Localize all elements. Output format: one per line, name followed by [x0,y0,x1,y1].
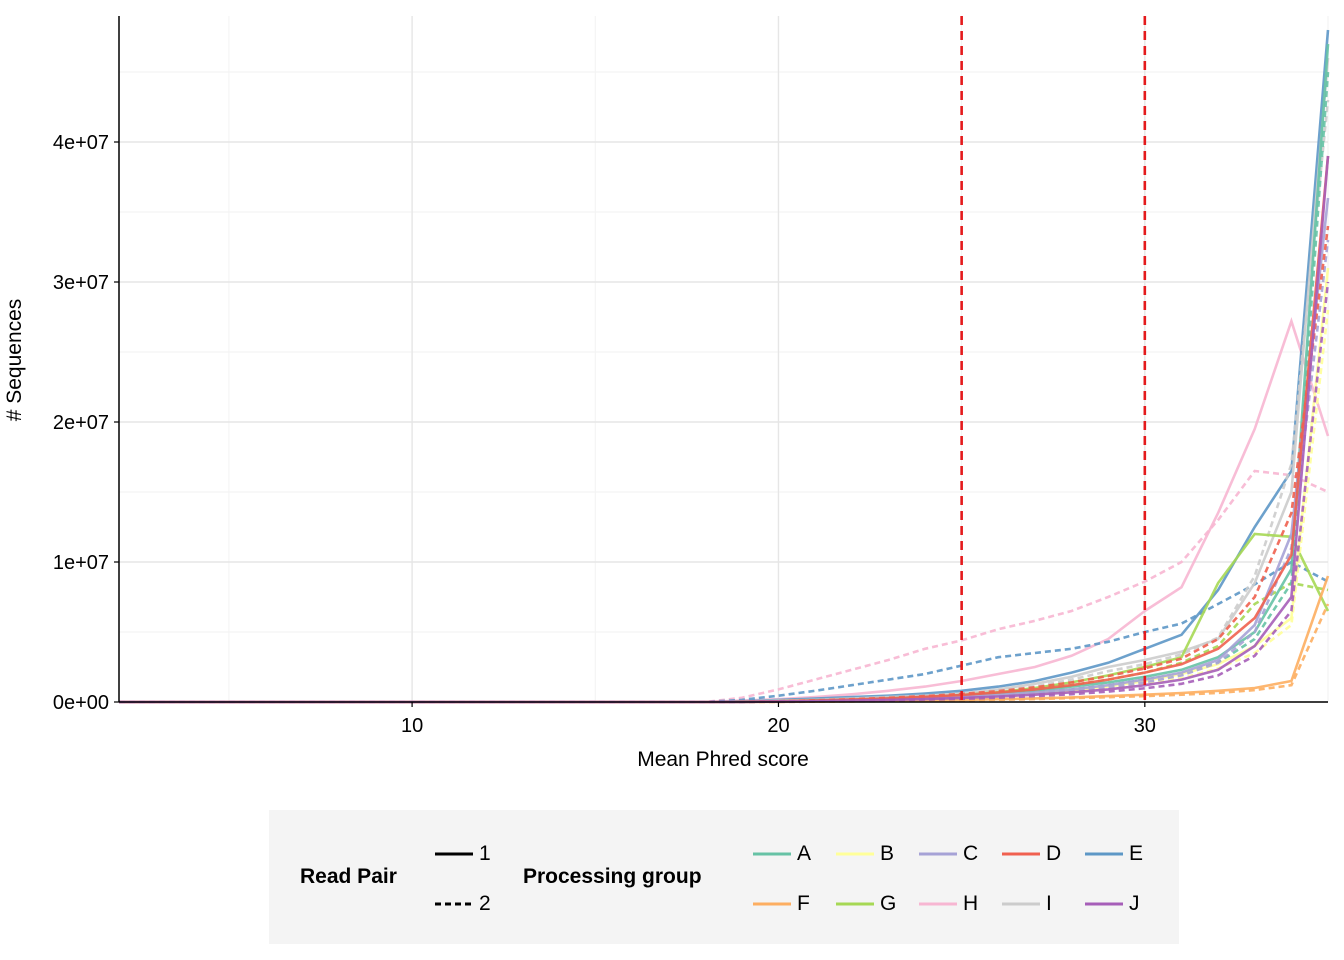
grid-lines [119,16,1329,703]
y-tick-label: 2e+07 [53,412,109,434]
legend-key [836,852,874,856]
tick-labels: 10 20 30 0e+00 1e+07 2e+07 3e+07 4e+07 [53,132,1156,737]
legend-label: D [1046,842,1062,865]
legend-key [1002,852,1040,856]
x-tick-label: 20 [767,715,789,737]
group-legend-item-d: D [1002,839,1061,869]
legend-label: 2 [479,892,491,915]
y-tick-label: 3e+07 [53,272,109,294]
x-axis-title: Mean Phred score [637,748,809,771]
read-pair-legend-item: 1 [435,839,491,869]
series-line-j-1 [119,155,1330,704]
group-legend-item-a: A [753,839,811,869]
series-line-f-1 [119,575,1330,704]
series-line-a-2 [119,71,1330,704]
legend-label: I [1046,892,1052,915]
group-legend-item-f: F [753,889,810,919]
series-line-i-1 [119,57,1330,704]
read-pair-legend-item: 2 [435,889,491,919]
y-tick-label: 4e+07 [53,132,109,154]
legend-label: H [963,892,979,915]
legend: Read Pair Processing group 1 2 A B C D E F G H I J [269,810,1179,944]
x-tick-label: 30 [1134,715,1156,737]
group-legend-item-g: G [836,889,896,919]
chart-canvas: 10 20 30 0e+00 1e+07 2e+07 3e+07 4e+07 Mean Phr… [3,16,1330,771]
y-tick-label: 0e+00 [53,692,109,714]
series-line-d-1 [119,155,1330,704]
group-legend-item-c: C [919,839,978,869]
group-legend-title: Processing group [523,865,702,888]
reference-lines [960,16,1147,702]
legend-label: F [797,892,810,915]
group-legend-item-e: E [1085,839,1143,869]
series-line-e-1 [119,29,1330,704]
legend-key [919,902,957,906]
y-tick-label: 1e+07 [53,552,109,574]
legend-label: J [1129,892,1140,915]
legend-key [435,852,473,856]
y-axis-title: # Sequences [3,299,26,422]
legend-key [1002,902,1040,906]
legend-label: A [797,842,812,865]
series-line-b-1 [119,267,1330,704]
group-legend-item-j: J [1085,889,1140,919]
x-tick-label: 10 [401,715,423,737]
series-line-i-2 [119,99,1330,704]
legend-key [836,902,874,906]
legend-label: B [880,842,895,865]
group-legend-item-b: B [836,839,894,869]
series-lines [119,29,1330,704]
legend-key [753,852,791,856]
series-line-f-2 [119,603,1330,704]
read-pair-legend-title: Read Pair [300,865,397,888]
legend-key [435,902,473,906]
series-line-b-2 [119,309,1330,704]
group-legend-item-i: I [1002,889,1052,919]
legend-label: E [1129,842,1144,865]
legend-key [753,902,791,906]
axes [118,16,1328,703]
legend-label: 1 [479,842,491,865]
series-line-c-1 [119,197,1330,704]
legend-label: G [880,892,897,915]
legend-key [1085,852,1123,856]
series-line-h-1 [119,317,1330,704]
legend-key [1085,902,1123,906]
legend-label: C [963,842,979,865]
group-legend-item-h: H [919,889,978,919]
legend-key [919,852,957,856]
